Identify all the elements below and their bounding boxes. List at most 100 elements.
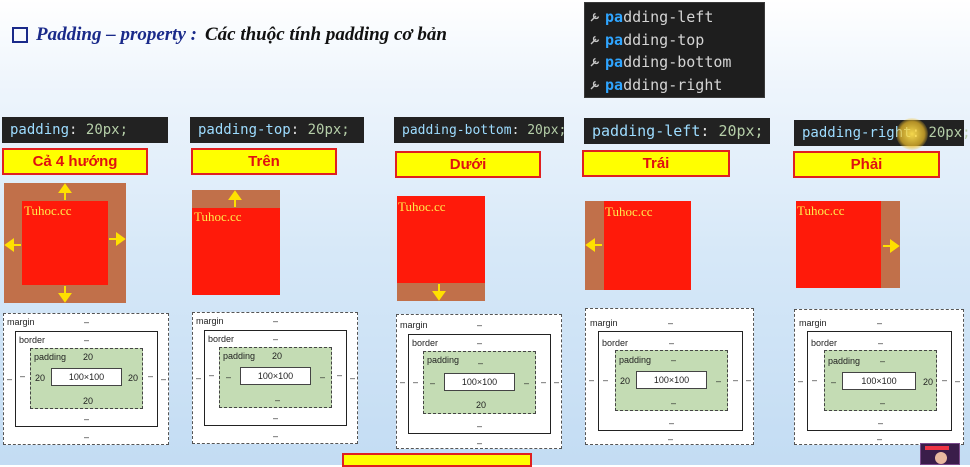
suggestion-rest: dding-top xyxy=(623,30,705,49)
border-value: – xyxy=(273,334,279,344)
css-property: padding-bottom xyxy=(402,122,512,138)
code-snippet: padding: 20px; xyxy=(2,117,168,143)
border-bottom-value: – xyxy=(669,418,675,428)
direction-label: Cả 4 hướng xyxy=(2,148,148,175)
padding-right-value: – xyxy=(524,378,530,388)
demo-text: Tuhoc.cc xyxy=(398,199,446,214)
border-left-value: – xyxy=(812,375,818,385)
border-left-value: – xyxy=(209,370,215,380)
padding-left-value: – xyxy=(226,372,232,382)
margin-left-value: – xyxy=(589,375,595,385)
border-right-value: – xyxy=(541,377,547,387)
padding-demo-box: Tuhoc.cc xyxy=(585,201,691,290)
code-snippet: padding-left: 20px; xyxy=(584,118,770,144)
content-size: 100×100 xyxy=(636,371,707,389)
wrench-icon xyxy=(590,58,600,67)
padding-right-value: – xyxy=(320,372,326,382)
wrench-icon xyxy=(590,13,600,22)
border-left-value: – xyxy=(20,371,26,381)
content-size: 100×100 xyxy=(240,367,311,385)
margin-label: margin xyxy=(400,320,428,330)
padding-box: padding 20 20 20 20 100×100 xyxy=(30,348,143,409)
padding-left-value: – xyxy=(430,378,436,388)
demo-text: Tuhoc.cc xyxy=(605,204,653,219)
border-bottom-value: – xyxy=(273,413,279,423)
padding-left-value: 20 xyxy=(620,376,631,386)
margin-value: – xyxy=(668,318,674,328)
padding-box: padding – – 20 – 100×100 xyxy=(824,350,937,411)
padding-bottom-value: – xyxy=(880,398,886,408)
demo-text: Tuhoc.cc xyxy=(194,209,242,224)
arrow-icons xyxy=(228,190,242,207)
margin-right-value: – xyxy=(350,373,356,383)
border-bottom-value: – xyxy=(477,421,483,431)
suggestion-rest: dding-bottom xyxy=(623,53,732,72)
border-value: – xyxy=(477,338,483,348)
arrow-icons xyxy=(883,239,900,253)
border-label: border xyxy=(208,334,235,344)
css-value: 20px; xyxy=(928,125,970,141)
suggestion-match: pa xyxy=(605,75,624,94)
padding-box: padding – 20 – – 100×100 xyxy=(615,350,728,411)
heading-title: Padding – property : xyxy=(36,24,197,45)
margin-label: margin xyxy=(799,318,827,328)
box-model-diagram: margin – border – padding 20 20 20 20 10… xyxy=(3,313,169,445)
padding-bottom-value: 20 xyxy=(83,396,94,406)
margin-left-value: – xyxy=(400,377,406,387)
padding-box: padding 20 – – – 100×100 xyxy=(219,347,332,408)
margin-bottom-value: – xyxy=(477,438,483,448)
border-value: – xyxy=(669,338,675,348)
padding-top-value: 20 xyxy=(272,351,283,361)
border-right-value: – xyxy=(148,371,154,381)
margin-value: – xyxy=(273,316,279,326)
code-snippet: padding-top: 20px; xyxy=(190,117,364,143)
content-area xyxy=(22,201,108,285)
code-snippet: padding-bottom: 20px; xyxy=(394,117,566,143)
square-bullet-icon xyxy=(12,27,28,43)
margin-label: margin xyxy=(590,318,618,328)
border-box: border – padding 20 – – – 100×100 – – – xyxy=(204,330,347,426)
margin-left-value: – xyxy=(196,373,202,383)
border-label: border xyxy=(412,338,439,348)
padding-label: padding xyxy=(223,351,256,361)
margin-right-value: – xyxy=(955,376,961,386)
border-label: border xyxy=(19,335,46,345)
box-model-diagram: margin – border – padding – – 20 – 100×1… xyxy=(794,309,964,445)
padding-demo-box: Tuhoc.cc xyxy=(397,196,485,301)
direction-label: Phải xyxy=(793,151,940,178)
padding-box: padding – – – 20 100×100 xyxy=(423,351,536,414)
border-right-value: – xyxy=(337,370,343,380)
css-value: 20px; xyxy=(718,122,764,140)
margin-right-value: – xyxy=(554,377,560,387)
margin-left-value: – xyxy=(798,376,804,386)
border-box: border – padding – – 20 – 100×100 – – – xyxy=(807,331,952,431)
padding-demo-box: Tuhoc.cc xyxy=(4,183,126,303)
suggestion-item[interactable]: padding-left xyxy=(589,6,764,29)
padding-label: padding xyxy=(619,355,652,365)
padding-top-value: – xyxy=(671,355,677,365)
margin-left-value: – xyxy=(7,374,13,384)
autocomplete-popup: padding-left padding-top padding-bottom … xyxy=(584,2,765,98)
border-right-value: – xyxy=(942,375,948,385)
wrench-icon xyxy=(590,35,600,45)
content-area xyxy=(397,196,485,283)
suggestion-item[interactable]: padding-bottom xyxy=(589,51,764,74)
suggestion-match: pa xyxy=(605,30,624,49)
suggestion-item[interactable]: padding-top xyxy=(589,29,764,52)
css-property: padding-right xyxy=(802,125,912,141)
margin-right-value: – xyxy=(161,374,167,384)
box-model-diagram: margin – border – padding – – – 20 100×1… xyxy=(396,314,562,449)
css-property: padding xyxy=(10,122,70,138)
margin-label: margin xyxy=(7,317,35,327)
box-model-diagram: margin – border – padding – 20 – – 100×1… xyxy=(585,308,754,445)
padding-bottom-value: – xyxy=(275,395,281,405)
padding-label: padding xyxy=(828,356,861,366)
border-label: border xyxy=(811,338,838,348)
suggestion-match: pa xyxy=(605,53,624,72)
suggestion-item[interactable]: padding-right xyxy=(589,74,764,97)
border-box: border – padding – 20 – – 100×100 – – – xyxy=(598,331,743,431)
margin-right-value: – xyxy=(746,375,752,385)
suggestion-rest: dding-left xyxy=(623,8,714,27)
padding-top-value: 20 xyxy=(83,352,94,362)
arrow-icons xyxy=(585,238,602,252)
